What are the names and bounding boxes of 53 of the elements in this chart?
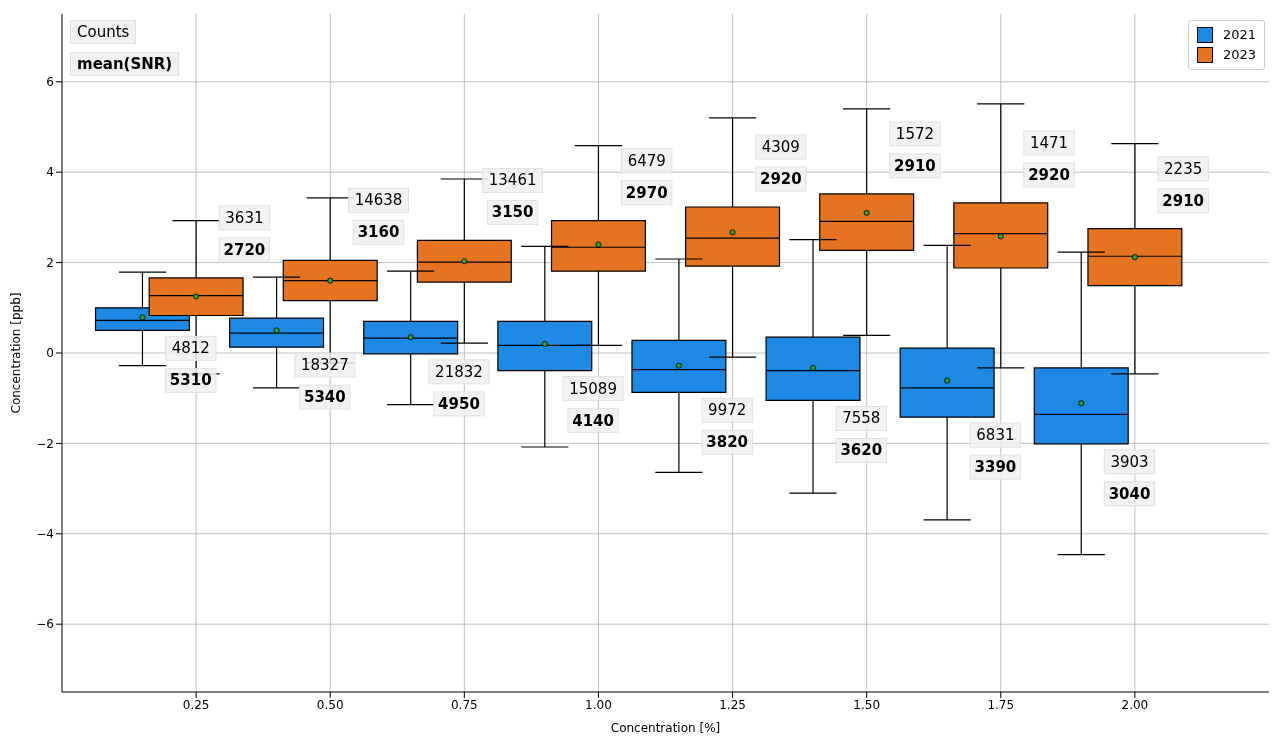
annotation: 5310 (169, 371, 212, 390)
annotation: 2920 (1028, 165, 1070, 184)
y-tick-label: −6 (36, 617, 54, 632)
x-tick-label: 2.00 (1121, 697, 1149, 712)
x-tick-label: 0.75 (450, 697, 478, 712)
y-tick-label: −2 (36, 436, 54, 451)
annotation: 1572 (895, 124, 935, 143)
y-tick-label: 2 (46, 255, 54, 270)
annotation: 18327 (301, 356, 349, 375)
annotation: 2970 (625, 183, 668, 202)
annotation: 3820 (706, 433, 749, 452)
annotation: 2910 (1162, 191, 1205, 210)
annotation: 3150 (491, 203, 534, 222)
annotation: 3631 (225, 208, 264, 227)
annotation: 3620 (840, 441, 883, 460)
annotation: 4309 (761, 138, 800, 156)
y-tick-label: −4 (36, 527, 54, 542)
x-tick-label: 1.75 (987, 697, 1015, 712)
x-tick-label: 1.50 (853, 697, 881, 712)
annotation: 13461 (488, 171, 537, 190)
x-tick-label: 1.25 (719, 697, 746, 712)
y-tick-label: 6 (46, 75, 54, 90)
annotation: 6831 (976, 426, 1015, 445)
annotation: 21832 (435, 362, 483, 381)
y-tick-label: 0 (46, 346, 54, 361)
annotation: 3040 (1108, 484, 1151, 503)
annotation: 9972 (708, 401, 747, 420)
legend-label: 2023 (1222, 46, 1256, 64)
annotation: 3903 (1110, 452, 1149, 471)
annotation: 4950 (438, 394, 480, 413)
x-tick-label: 0.25 (182, 697, 210, 712)
annotation: 3390 (974, 458, 1017, 477)
annotation: 1471 (1029, 133, 1069, 152)
annotation: 3160 (357, 223, 400, 242)
annotation: 6479 (627, 151, 666, 170)
annotation: 4812 (171, 339, 210, 358)
annotation: 7558 (842, 409, 881, 428)
annotation: 14638 (354, 191, 403, 210)
y-axis-title: Concentration [ppb] (9, 292, 24, 414)
annotation: 2920 (759, 170, 802, 188)
y-tick-label: 4 (46, 165, 54, 180)
annotation: 2235 (1164, 159, 1203, 178)
x-tick-label: 1.00 (585, 697, 612, 712)
annotation: 15089 (569, 379, 617, 398)
annotation: 4140 (572, 411, 614, 430)
annotation: 5340 (303, 388, 346, 407)
annotation: mean(SNR) (70, 52, 180, 76)
x-axis-title: Concentration [%] (610, 721, 721, 735)
annotation: 2720 (223, 240, 266, 259)
annotation: 2910 (894, 156, 936, 175)
legend-label: 2021 (1222, 26, 1256, 44)
x-tick-label: 0.50 (316, 697, 344, 712)
annotation: Counts (70, 20, 137, 44)
